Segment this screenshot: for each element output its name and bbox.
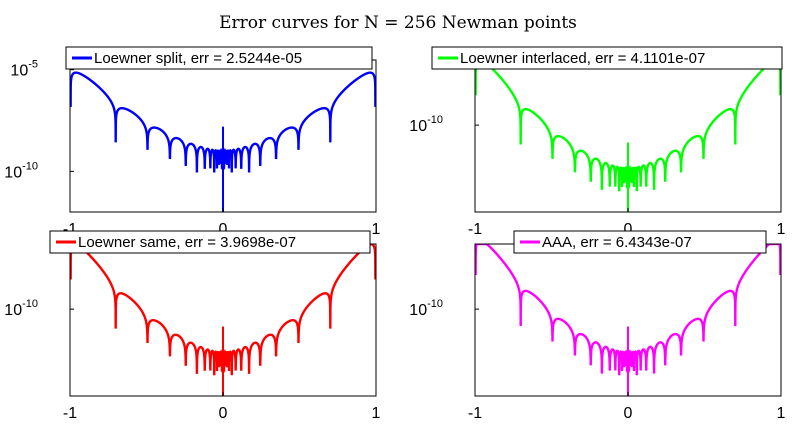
legend-box: [431, 46, 783, 70]
x-tick-label: 0: [219, 221, 228, 238]
chart-panel-4: -1 0 1 10-10 AAA, err = 6.4343e-07: [409, 230, 786, 422]
figure-title: Error curves for N = 256 Newman points: [219, 13, 577, 33]
y-tick-label: 10-5: [10, 59, 38, 80]
legend: Loewner interlaced, err = 4.1101e-07: [431, 46, 783, 70]
x-tick-label: -1: [63, 405, 77, 422]
chart-panel-3: -1 0 1 10-10 Loewner same, err = 3.9698e-07: [4, 230, 381, 422]
legend-box: [49, 230, 371, 254]
legend: AAA, err = 6.4343e-07: [513, 230, 767, 254]
y-tick-label: 10-10: [4, 298, 38, 319]
x-tick-label: 0: [624, 221, 633, 238]
legend-label: Loewner split, err = 2.5244e-05: [94, 50, 302, 67]
legend-label: Loewner interlaced, err = 4.1101e-07: [460, 50, 705, 67]
chart-panel-2: -1 0 1 10-10 Loewner interlaced, err = 4.110…: [409, 46, 786, 238]
x-tick-label: 0: [624, 405, 633, 422]
x-tick-label: -1: [468, 405, 482, 422]
legend: Loewner same, err = 3.9698e-07: [49, 230, 371, 254]
legend-label: AAA, err = 6.4343e-07: [542, 234, 692, 251]
y-tick-label: 10-10: [409, 298, 443, 319]
x-tick-label: 1: [372, 221, 381, 238]
legend-box: [65, 46, 373, 70]
legend-label: Loewner same, err = 3.9698e-07: [78, 234, 296, 251]
y-tick-label: 10-10: [409, 114, 443, 135]
legend: Loewner split, err = 2.5244e-05: [65, 46, 373, 70]
y-tick-label: 10-10: [4, 160, 38, 181]
x-tick-label: 0: [219, 405, 228, 422]
legend-box: [513, 230, 767, 254]
x-tick-label: -1: [468, 221, 482, 238]
x-tick-label: 1: [372, 405, 381, 422]
x-tick-label: 1: [777, 405, 786, 422]
x-tick-label: 1: [777, 221, 786, 238]
